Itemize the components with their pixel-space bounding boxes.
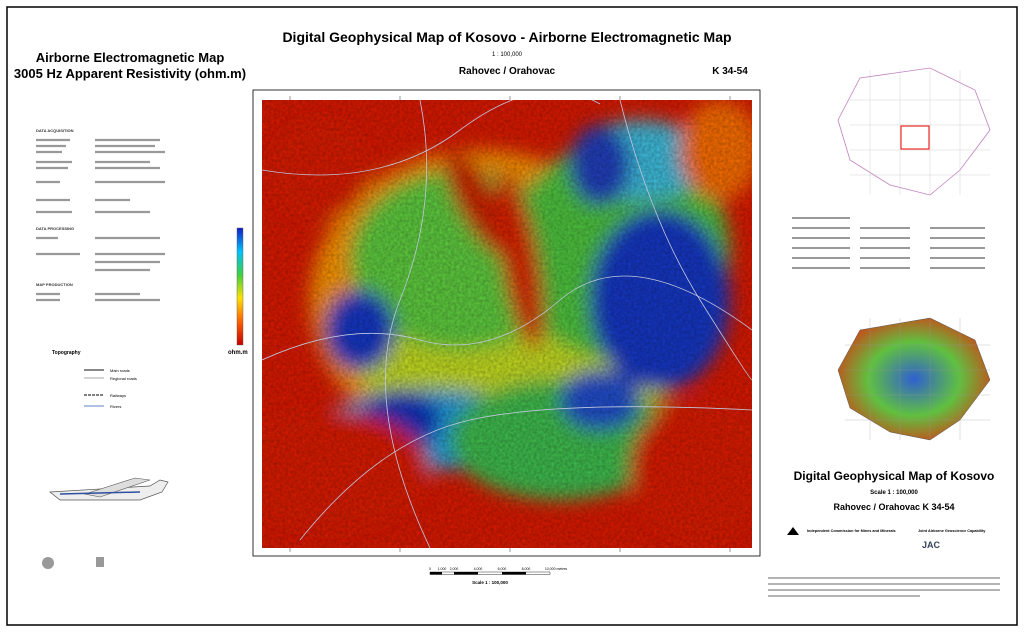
page-border [6,6,1018,626]
frame-ticks [289,96,731,552]
jac-logo: JAC [922,540,941,550]
index-map [837,67,991,196]
disclaimer [768,577,1000,597]
section-title: MAP PRODUCTION [36,282,73,287]
scale-label: 4,000 [474,567,483,571]
scale-bar: 0 1,000 2,000 4,000 6,000 8,000 10,000 m… [429,567,567,585]
metadata-lines [36,138,165,302]
scale-label: 6,000 [498,567,507,571]
scale-label: 0 [429,567,431,571]
scale-label: 8,000 [522,567,531,571]
jac-name: Joint Airborne Geoscience Capability [918,529,986,533]
logos [42,557,104,569]
main-title: Digital Geophysical Map of Kosovo - Airb… [282,29,731,45]
legend-label: Main roads [110,368,130,373]
roads [262,100,752,548]
right-sheet: Rahovec / Orahovac K 34-54 [833,502,954,512]
sheet-name: Rahovec / Orahovac [459,66,556,77]
section-title: DATA ACQUISITION [36,128,74,133]
icmm-name: Independent Commission for Mines and Min… [807,529,896,533]
header-scale: 1 : 100,000 [492,52,523,58]
legend-label: Regional roads [110,376,137,381]
aircraft [49,477,169,501]
legend-label: Railways [110,393,126,398]
icmm-logo [787,527,799,535]
legend-label: Rivers [110,404,121,409]
scale-label: 1,000 [438,567,447,571]
scale-caption: Scale 1 : 100,000 [472,580,508,585]
kosovo-overview [837,317,991,441]
scale-label: 2,000 [450,567,459,571]
topography-legend: Main roads Regional roads Railways River… [84,368,137,409]
colorbar [236,227,244,346]
colorbar-unit: ohm.m [228,350,248,356]
topography-title: Topography [52,350,81,356]
left-title: Airborne Electromagnetic Map [36,50,225,65]
metadata: DATA ACQUISITION DATA PROCESSING MAP PRO… [36,128,165,302]
resistivity-map [262,100,752,548]
map-frame [252,89,761,557]
sheet-code: K 34-54 [712,66,748,77]
right-scale: Scale 1 : 100,000 [870,490,918,496]
left-subtitle: 3005 Hz Apparent Resistivity (ohm.m) [14,66,246,81]
geology-legend [792,217,985,269]
section-title: DATA PROCESSING [36,226,74,231]
scale-label: 10,000 metres [545,567,568,571]
right-title: Digital Geophysical Map of Kosovo [794,469,995,483]
